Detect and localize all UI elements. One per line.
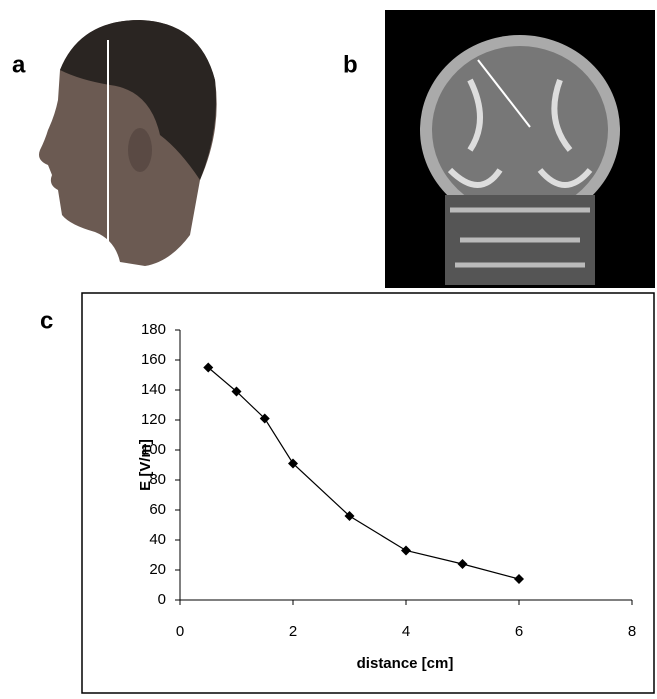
marker xyxy=(458,559,468,569)
page: a b c distance [cm] E [V/m] 020406080100… xyxy=(0,0,657,699)
y-tick-label: 0 xyxy=(158,591,166,608)
y-tick-label: 120 xyxy=(141,411,166,428)
x-tick-label: 4 xyxy=(402,623,410,640)
y-tick-label: 20 xyxy=(149,561,166,578)
panel-label: b xyxy=(343,51,358,78)
y-tick-label: 80 xyxy=(149,471,166,488)
marker xyxy=(514,574,524,584)
x-tick-label: 2 xyxy=(289,623,297,640)
y-tick-label: 100 xyxy=(141,441,166,458)
y-tick-label: 180 xyxy=(141,321,166,338)
panel-label: c xyxy=(40,307,53,334)
mri-image xyxy=(385,10,655,288)
x-tick-label: 6 xyxy=(515,623,523,640)
y-tick-label: 40 xyxy=(149,531,166,548)
figure: a b c distance [cm] E [V/m] 020406080100… xyxy=(0,0,657,694)
x-tick-label: 8 xyxy=(628,623,636,640)
head-photo xyxy=(39,20,217,266)
y-tick-label: 60 xyxy=(149,501,166,518)
line xyxy=(208,368,519,580)
y-tick-label: 160 xyxy=(141,351,166,368)
chart-frame xyxy=(82,293,654,693)
x-axis-label: distance [cm] xyxy=(357,655,454,672)
marker xyxy=(401,546,411,556)
panel-label: a xyxy=(12,51,26,78)
y-tick-label: 140 xyxy=(141,381,166,398)
x-tick-label: 0 xyxy=(176,623,184,640)
